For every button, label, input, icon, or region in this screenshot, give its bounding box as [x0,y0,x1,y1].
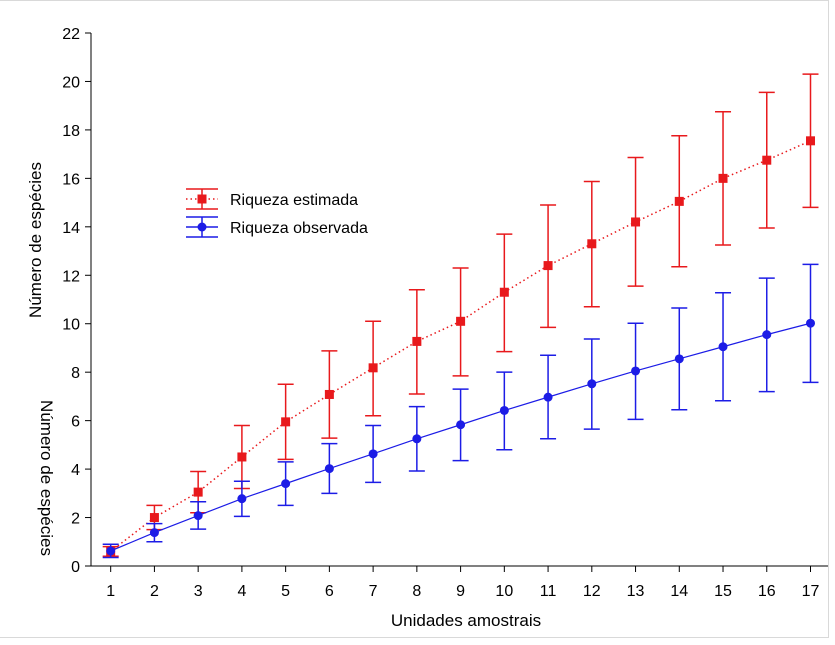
data-point [806,136,816,146]
x-tick-label: 5 [281,583,290,600]
data-point [543,392,553,402]
x-axis-title: Unidades amostrais [391,611,541,630]
data-point [193,487,203,497]
x-tick-label: 13 [627,583,645,600]
x-tick-label: 7 [369,583,378,600]
data-point [587,239,597,249]
data-point [674,196,684,206]
y-tick-label: 18 [62,123,80,140]
data-point [324,464,334,474]
data-point [499,287,509,297]
data-point [456,316,466,326]
y-tick-label: 22 [62,26,80,43]
data-point [281,479,291,489]
y-tick-label: 16 [62,171,80,188]
series-layer [102,73,819,559]
data-point [193,511,203,521]
legend-marker [197,222,207,232]
data-point [368,363,378,373]
x-tick-label: 4 [237,583,246,600]
y-tick-label: 10 [62,317,80,334]
x-tick-label: 3 [194,583,203,600]
x-tick-labels: 1 2 3 4 5 6 7 8 9 10 11 12 13 14 15 16 17 [106,583,819,600]
data-point [762,330,772,340]
legend-item-estimada: Riqueza estimada [186,188,358,210]
y-tick-label: 0 [71,559,80,576]
data-point [631,217,641,227]
series-observada [102,263,819,559]
data-point [762,155,772,165]
data-point [237,494,247,504]
x-tick-label: 10 [495,583,513,600]
x-tick-label: 17 [802,583,820,600]
data-point [499,405,509,415]
x-tick-label: 6 [325,583,334,600]
data-point [106,546,116,556]
data-point [412,434,422,444]
y-tick-label: 2 [71,511,80,528]
y-tick-label: 4 [71,462,80,479]
data-point [631,366,641,376]
y-tick-label: 20 [62,74,80,91]
legend-label: Riqueza estimada [230,192,358,209]
data-point [149,513,159,523]
legend: Riqueza estimada Riqueza observada [186,188,368,238]
data-point [718,173,728,183]
y-tick-label: 6 [71,414,80,431]
y-tick-label: 12 [62,268,80,285]
y-tick-labels: 0 2 4 6 8 10 12 14 16 18 20 22 [62,26,80,576]
data-point [674,354,684,364]
y-axis-title-ghost: Número de espécies [37,400,56,556]
data-point [718,342,728,352]
data-point [281,417,291,427]
x-tick-label: 16 [758,583,776,600]
legend-marker [197,194,207,204]
data-point [456,420,466,430]
x-tick-label: 14 [670,583,688,600]
y-tick-label: 8 [71,365,80,382]
axes [85,32,828,572]
data-point [149,528,159,538]
series-estimada [102,73,819,558]
x-tick-label: 1 [106,583,115,600]
data-point [237,452,247,462]
x-tick-label: 11 [540,583,557,600]
data-point [368,449,378,459]
data-point [587,379,597,389]
data-point [806,318,816,328]
y-axis-title: Número de espécies [26,162,45,318]
data-point [324,389,334,399]
legend-item-observada: Riqueza observada [186,216,368,238]
legend-label: Riqueza observada [230,220,368,237]
x-tick-label: 9 [456,583,465,600]
x-tick-label: 15 [714,583,732,600]
data-point [543,261,553,271]
data-point [412,336,422,346]
x-tick-label: 8 [412,583,421,600]
x-tick-label: 2 [150,583,159,600]
x-tick-label: 12 [583,583,601,600]
y-tick-label: 14 [62,220,80,237]
